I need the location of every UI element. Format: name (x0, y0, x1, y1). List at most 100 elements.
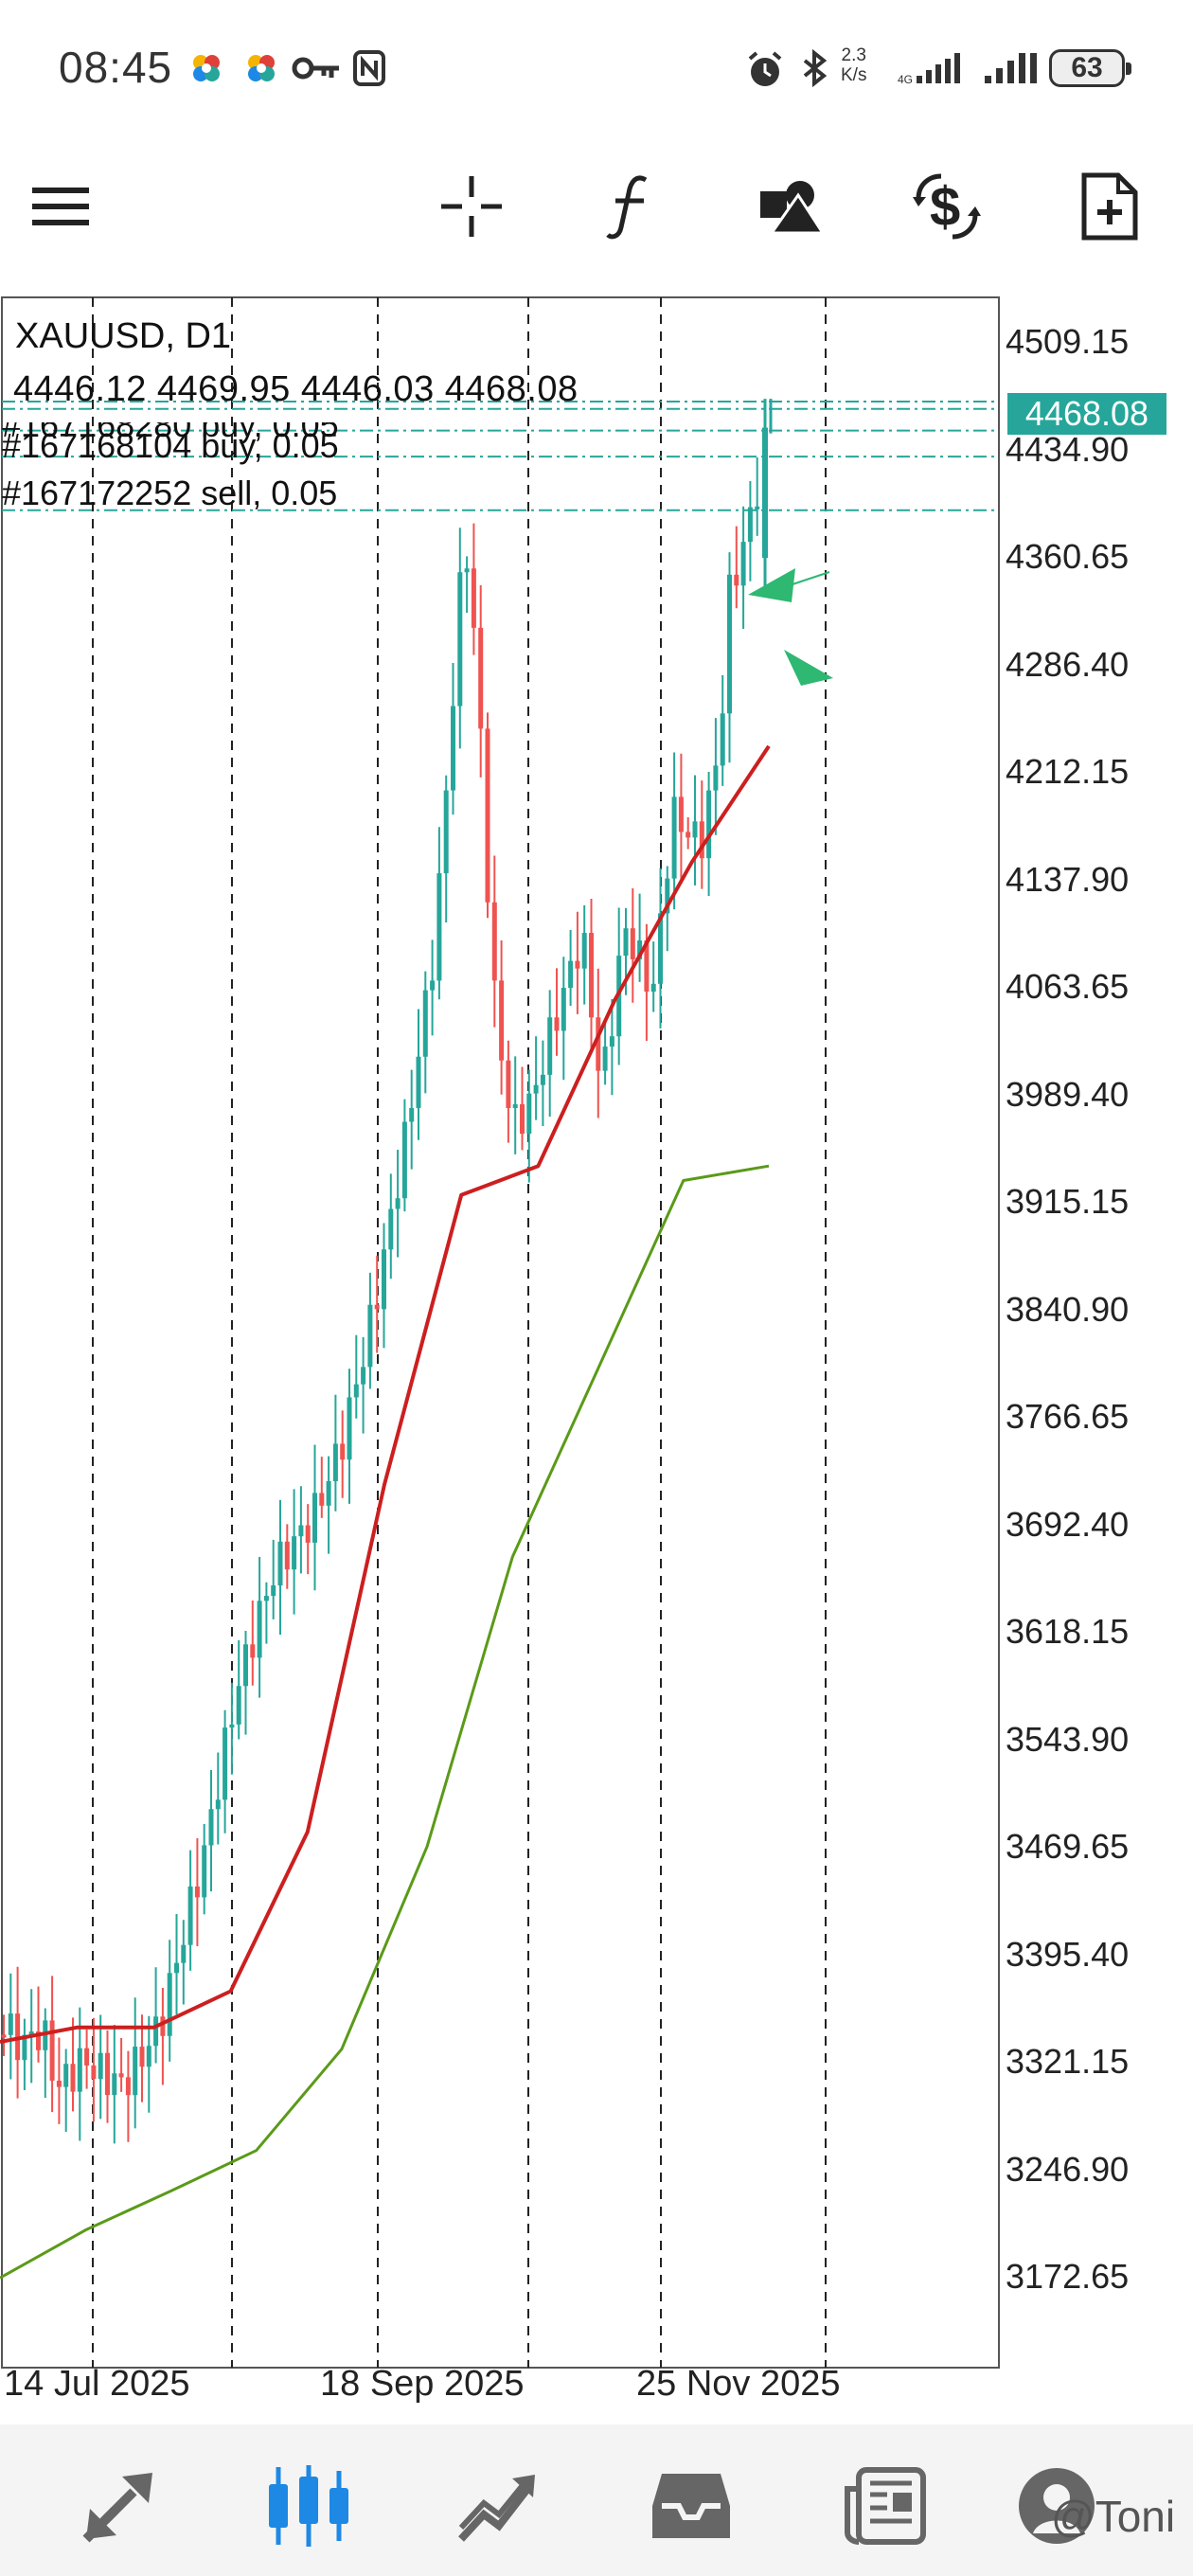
candle-body (589, 933, 594, 1018)
candle-body (650, 983, 656, 993)
candle-body (520, 1103, 525, 1135)
candle-body (596, 1017, 601, 1071)
candle-body (443, 790, 449, 874)
candle-body (699, 821, 704, 859)
candle-body (374, 1304, 380, 1310)
price-tick: 4286.40 (1006, 644, 1130, 684)
alarm-icon (748, 51, 782, 86)
app-notification-icon (248, 55, 275, 81)
candle-body (382, 1249, 386, 1310)
candle-body (416, 1056, 421, 1108)
app-notification-icon (193, 55, 220, 81)
ohlc-values: 4446.12 4469.95 4446.03 4468.08 (13, 369, 579, 409)
ma-fast-line (0, 744, 771, 2044)
candle-body (734, 574, 739, 586)
price-tick: 4212.15 (1006, 752, 1130, 792)
candle-body (139, 2047, 145, 2067)
nav-trade[interactable] (451, 2459, 545, 2553)
quotes-icon (82, 2473, 152, 2543)
candle-body (512, 1103, 518, 1108)
crosshair-button[interactable] (434, 169, 509, 244)
candle-body (401, 1121, 407, 1199)
nav-chart[interactable] (261, 2459, 356, 2553)
ma-slow-line (0, 1164, 770, 2280)
trade-button[interactable]: $ (909, 169, 985, 244)
candle-body (430, 980, 436, 991)
new-order-button[interactable] (1072, 169, 1148, 244)
menu-icon (32, 188, 89, 225)
candle-body (727, 574, 732, 714)
candle-body (740, 542, 746, 586)
candle-body (755, 506, 760, 510)
buy-arrow (748, 568, 795, 602)
candle-body (451, 706, 455, 791)
price-tick: 4509.15 (1006, 322, 1130, 362)
candle-body (105, 2052, 110, 2096)
candle-body (609, 1036, 614, 1047)
candle-body (644, 940, 650, 993)
indicators-button[interactable] (593, 169, 668, 244)
candle-body (77, 2048, 82, 2092)
candle-body (720, 713, 725, 766)
candle-body (713, 765, 719, 791)
price-tick: 3989.40 (1006, 1074, 1130, 1114)
candle-body (665, 878, 670, 914)
nav-news[interactable] (837, 2459, 932, 2553)
candle-body (22, 2034, 27, 2061)
candle-body (312, 1493, 317, 1543)
order-label[interactable]: #167168280 buy, 0.05 (2, 405, 339, 444)
nav-quotes[interactable] (72, 2459, 167, 2553)
candle-body (277, 1541, 283, 1586)
current-price-tag: 4468.08 (1007, 393, 1166, 435)
price-tick: 3840.90 (1006, 1289, 1130, 1329)
price-tick: 3915.15 (1006, 1182, 1130, 1222)
candle-body (762, 427, 768, 559)
symbol-timeframe: XAUUSD, D1 (15, 316, 232, 356)
candle-body (554, 1017, 560, 1031)
price-tick: 3766.65 (1006, 1397, 1130, 1437)
candle-body (43, 2020, 48, 2050)
candle-body (194, 1886, 200, 1898)
candle-body (271, 1585, 276, 1597)
candle-body (250, 1644, 256, 1658)
watermark: @Toni (1051, 2492, 1176, 2541)
candle-body (223, 1727, 228, 1800)
order-label[interactable]: #167168104 buy, 0.05 (2, 426, 339, 465)
candle-body (395, 1198, 401, 1209)
price-tick: 3543.90 (1006, 1719, 1130, 1759)
candle-body (305, 1525, 311, 1543)
objects-icon (760, 181, 825, 235)
candle-body (388, 1208, 394, 1250)
network-speed: 2.3 K/s (841, 45, 867, 85)
order-label[interactable]: #167172252 sell, 0.05 (2, 474, 338, 512)
nav-community[interactable] (1009, 2459, 1104, 2553)
community-icon (1019, 2468, 1095, 2544)
candle-body (332, 1443, 338, 1481)
candle-body (8, 2013, 13, 2035)
objects-button[interactable] (754, 169, 829, 244)
candle-body (478, 627, 484, 729)
candle-body (499, 980, 505, 1061)
candle-body (298, 1525, 304, 1537)
menu-button[interactable] (23, 169, 98, 244)
status-bar: 08:45 2.3 K/s 4G 63 (0, 0, 1193, 142)
chart-icon (269, 2465, 348, 2547)
price-chart[interactable]: XAUUSD, D1 4446.12 4469.95 4446.03 4468.… (0, 294, 1193, 2404)
candle-body (292, 1536, 297, 1570)
candle-body (671, 796, 677, 879)
candle-body (49, 2020, 55, 2081)
candle-body (181, 1944, 187, 1963)
battery-indicator: 63 (1049, 49, 1131, 87)
trade-dollar-icon: $ (913, 173, 981, 240)
candle-body (1, 2034, 7, 2038)
candle-body (485, 728, 490, 903)
candlestick-chart[interactable] (0, 294, 1193, 2377)
candle-body (98, 2052, 103, 2080)
new-document-icon (1081, 172, 1138, 241)
date-tick: 25 Nov 2025 (636, 2364, 841, 2404)
nav-history[interactable] (644, 2459, 739, 2553)
chart-toolbar: $ (0, 152, 1193, 265)
svg-text:4G: 4G (898, 73, 913, 86)
candle-body (353, 1384, 359, 1398)
candle-body (146, 2046, 151, 2067)
